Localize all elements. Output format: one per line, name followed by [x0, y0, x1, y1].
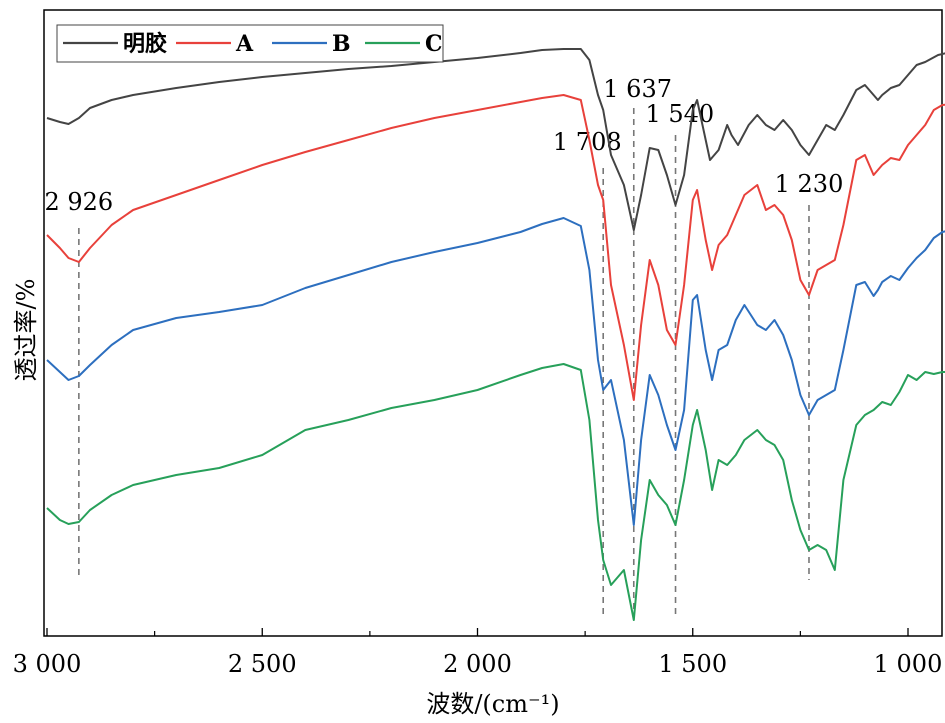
legend-label: A	[235, 31, 254, 57]
legend-label: C	[425, 31, 443, 57]
series-line-明胶	[46, 48, 945, 231]
series-line-A	[46, 94, 945, 401]
legend-box	[56, 24, 444, 63]
legend: 明胶 A B C	[56, 24, 444, 63]
series-line-C	[46, 363, 945, 621]
x-tick-label: 3 000	[13, 650, 82, 678]
series-line-B	[46, 217, 945, 526]
y-axis-title: 透过率/%	[12, 279, 40, 382]
x-tick-label: 2 500	[228, 650, 297, 678]
annotation-label: 1 230	[775, 170, 844, 198]
legend-label: B	[332, 31, 351, 57]
series-lines	[46, 48, 945, 621]
plot-frame	[43, 9, 943, 637]
x-tick-label: 1 500	[658, 650, 727, 678]
x-tick-label: 2 000	[443, 650, 512, 678]
x-tick-label: 1 000	[874, 650, 943, 678]
annotation-label: 2 926	[44, 188, 113, 216]
legend-label: 明胶	[123, 31, 167, 57]
annotation-label: 1 637	[603, 75, 672, 103]
x-axis-title: 波数/(cm⁻¹)	[426, 690, 559, 718]
x-axis-ticks: 3 000 2 500 2 000 1 500 1 000	[13, 628, 943, 678]
annotation-label: 1 540	[645, 100, 714, 128]
